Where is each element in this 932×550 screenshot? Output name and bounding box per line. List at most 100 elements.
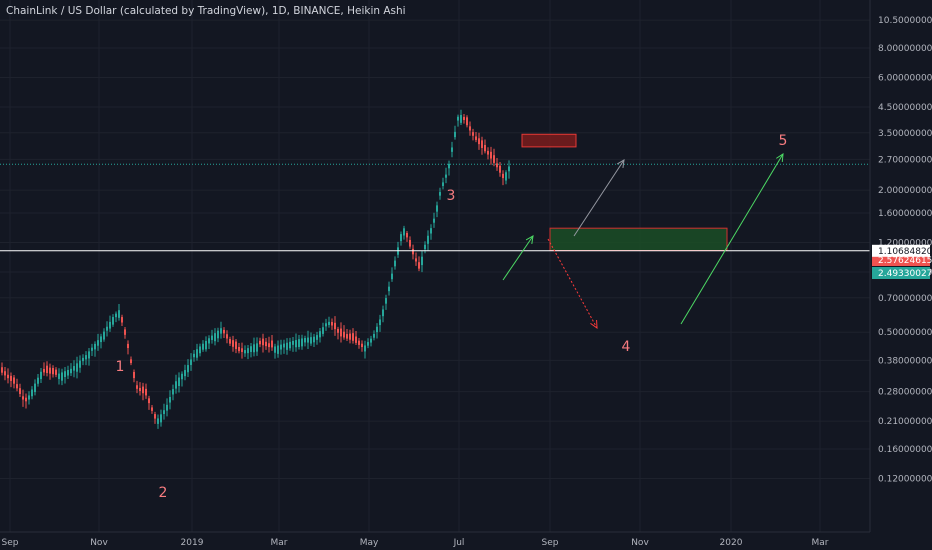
candle-body xyxy=(475,136,477,140)
wave-label-4[interactable]: 4 xyxy=(622,339,631,355)
price-badge xyxy=(872,267,930,279)
wave-labels[interactable]: 1 2 3 4 5 xyxy=(116,133,788,501)
candle-body xyxy=(280,344,282,350)
price-tick-label: 6.00000000 xyxy=(878,74,932,84)
candle-body xyxy=(463,116,465,121)
time-axis: Sep Nov 2019 Mar May Jul Sep Nov 2020 Mar xyxy=(2,538,829,548)
price-tick-label: 3.50000000 xyxy=(878,129,932,139)
candle-body xyxy=(241,348,243,352)
wave-label-3[interactable]: 3 xyxy=(447,188,456,204)
candle-body xyxy=(481,140,483,148)
candle-body xyxy=(10,375,12,381)
candle-body xyxy=(385,298,387,304)
candle-body xyxy=(502,173,504,179)
price-tick-label: 10.50000000 xyxy=(878,16,932,26)
candle-body xyxy=(190,359,192,365)
candle-body xyxy=(181,373,183,380)
candle-body xyxy=(115,313,117,318)
candle-body xyxy=(277,345,279,354)
candle-body xyxy=(145,388,147,396)
price-badge-label: 2.57624615 xyxy=(878,256,932,266)
arrow-gray-projection-head xyxy=(616,159,625,168)
candle-body xyxy=(367,342,369,346)
candle-body xyxy=(244,350,246,354)
candle-body xyxy=(160,414,162,423)
candle-body xyxy=(487,150,489,155)
price-tick-label: 0.21000000 xyxy=(878,417,932,427)
price-tick-label: 0.12000000 xyxy=(878,475,932,485)
candle-body xyxy=(4,371,6,376)
candle-body xyxy=(88,351,90,359)
candle-body xyxy=(370,338,372,343)
arrow-up-to-wave-5[interactable] xyxy=(680,153,784,325)
arrow-down-to-target[interactable] xyxy=(547,238,598,329)
candle-body xyxy=(394,260,396,267)
wave-label-1[interactable]: 1 xyxy=(116,359,125,375)
wave-label-5[interactable]: 5 xyxy=(779,133,788,149)
candle-body xyxy=(376,326,378,333)
price-axis: 55.0000000042.5000000032.5000000024.5000… xyxy=(878,0,932,485)
candle-body xyxy=(484,144,486,152)
price-tick-label: 2.70000000 xyxy=(878,155,932,165)
candle-body xyxy=(118,310,120,318)
candle-body xyxy=(223,329,225,334)
candle-body xyxy=(298,339,300,347)
candle-body xyxy=(334,322,336,330)
candle-body xyxy=(139,387,141,392)
arrow-gray-projection[interactable] xyxy=(573,159,625,237)
time-tick-label: Nov xyxy=(631,538,649,548)
candle-body xyxy=(106,326,108,331)
candle-body xyxy=(67,370,69,376)
resistance-zone[interactable] xyxy=(521,133,577,148)
candle-body xyxy=(133,371,135,379)
candle-body xyxy=(313,336,315,343)
candle-body xyxy=(373,334,375,338)
time-scale-panel[interactable] xyxy=(0,532,932,550)
candle-body xyxy=(331,322,333,326)
candle-body xyxy=(19,388,21,394)
candle-body xyxy=(424,244,426,250)
candle-body xyxy=(454,131,456,138)
price-zones[interactable] xyxy=(521,133,728,252)
wave-label-2[interactable]: 2 xyxy=(159,485,168,501)
candle-body xyxy=(451,147,453,152)
drawn-arrows[interactable] xyxy=(502,153,784,330)
candle-body xyxy=(274,346,276,353)
candle-body xyxy=(22,396,24,400)
candle-body xyxy=(442,182,444,187)
candle-body xyxy=(193,353,195,358)
candle-body xyxy=(382,309,384,317)
candle-body xyxy=(55,369,57,375)
candle-body xyxy=(337,328,339,333)
price-tick-label: 0.50000000 xyxy=(878,328,932,338)
candle-body xyxy=(91,347,93,351)
candle-body xyxy=(226,334,228,339)
candle-body xyxy=(466,117,468,126)
arrow-up-to-resistance[interactable] xyxy=(502,235,534,281)
candle-body xyxy=(265,341,267,347)
candle-body xyxy=(124,329,126,335)
price-tick-label: 0.28000000 xyxy=(878,388,932,398)
candle-body xyxy=(217,330,219,339)
candle-body xyxy=(187,365,189,373)
candle-body xyxy=(250,346,252,352)
candle-body xyxy=(1,367,3,373)
candle-body xyxy=(76,363,78,372)
candle-body xyxy=(157,418,159,424)
price-tick-label: 2.00000000 xyxy=(878,186,932,196)
candle-body xyxy=(421,256,423,266)
candle-body xyxy=(271,340,273,348)
candle-body xyxy=(58,373,60,379)
candle-body xyxy=(256,343,258,352)
candle-body xyxy=(247,348,249,354)
candle-body xyxy=(406,232,408,238)
candle-body xyxy=(253,344,255,353)
candle-body xyxy=(70,368,72,374)
time-tick-label: 2019 xyxy=(181,538,204,548)
candle-body xyxy=(316,335,318,340)
candle-body xyxy=(205,340,207,350)
candle-body xyxy=(31,389,33,397)
arrow-up-to-resistance-head xyxy=(525,235,534,244)
